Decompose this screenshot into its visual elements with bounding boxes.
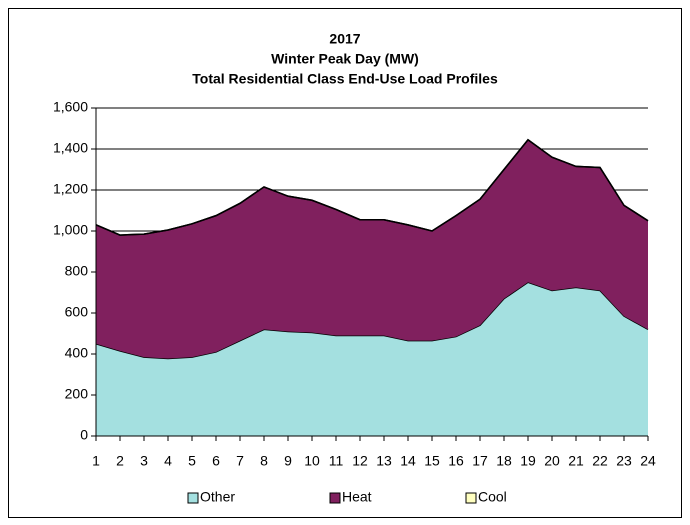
x-tick-label: 9 (284, 453, 292, 469)
x-tick-label: 10 (304, 453, 320, 469)
y-tick-label: 1,600 (53, 99, 88, 115)
x-tick-label: 18 (496, 453, 512, 469)
x-tick-label: 16 (448, 453, 464, 469)
y-tick-label: 1,400 (53, 140, 88, 156)
x-tick-label: 5 (188, 453, 196, 469)
legend-swatch (329, 492, 341, 504)
x-tick-label: 3 (140, 453, 148, 469)
x-tick-label: 23 (616, 453, 632, 469)
x-tick-label: 15 (424, 453, 440, 469)
legend-label: Heat (342, 489, 372, 505)
y-tick-label: 1,200 (53, 181, 88, 197)
chart-title: Winter Peak Day (MW) (271, 51, 419, 67)
y-tick-label: 200 (65, 386, 89, 402)
legend-label: Other (200, 489, 235, 505)
legend-swatch (465, 492, 477, 504)
legend-label: Cool (478, 489, 507, 505)
area (96, 139, 648, 359)
y-tick-label: 400 (65, 345, 89, 361)
x-tick-label: 8 (260, 453, 268, 469)
x-tick-label: 6 (212, 453, 220, 469)
chart-title: 2017 (329, 31, 360, 47)
x-tick-label: 21 (568, 453, 584, 469)
x-tick-label: 17 (472, 453, 488, 469)
x-tick-label: 22 (592, 453, 608, 469)
x-tick-label: 4 (164, 453, 172, 469)
x-tick-label: 1 (92, 453, 100, 469)
x-tick-label: 24 (640, 453, 656, 469)
x-tick-label: 11 (329, 453, 344, 469)
area (96, 282, 648, 436)
x-tick-label: 19 (520, 453, 536, 469)
y-tick-label: 800 (65, 263, 89, 279)
y-tick-label: 1,000 (53, 222, 88, 238)
chart-title: Total Residential Class End-Use Load Pro… (192, 71, 498, 87)
x-tick-label: 13 (376, 453, 392, 469)
x-tick-label: 2 (116, 453, 124, 469)
x-tick-label: 7 (236, 453, 244, 469)
y-tick-label: 600 (65, 304, 89, 320)
x-tick-label: 20 (544, 453, 560, 469)
x-tick-label: 12 (352, 453, 368, 469)
legend-swatch (187, 492, 199, 504)
x-tick-label: 14 (400, 453, 416, 469)
y-tick-label: 0 (80, 427, 88, 443)
area-outline (95, 138, 649, 236)
